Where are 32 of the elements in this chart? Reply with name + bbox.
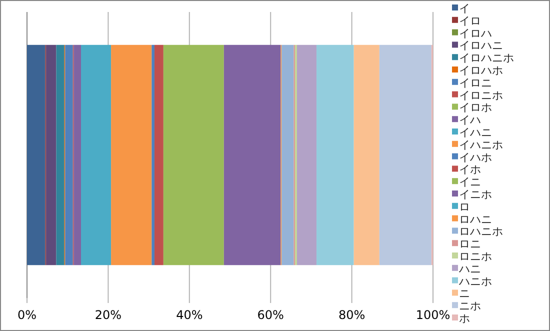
legend-label: ニ: [459, 287, 470, 300]
x-tick-label: 0%: [17, 308, 37, 322]
x-tick-label: 100%: [416, 308, 450, 322]
legend-label: ロ: [459, 200, 470, 214]
x-tick-label: 80%: [338, 308, 366, 322]
legend-label: イロニホ: [459, 88, 503, 102]
legend-label: イロハニホ: [459, 52, 514, 65]
legend-label: イ: [459, 2, 470, 15]
legend-label: イハ: [459, 114, 481, 127]
x-tick-label: 40%: [176, 308, 203, 322]
legend-label: イハホ: [459, 150, 492, 164]
legend-label: ロハニホ: [459, 225, 503, 238]
legend-label: イロハホ: [459, 64, 503, 77]
legend-label: ニホ: [459, 300, 481, 313]
legend-label: ロニホ: [459, 250, 492, 263]
x-tick-label: 20%: [94, 308, 122, 322]
legend-label: イホ: [459, 163, 481, 176]
legend-label: ホ: [459, 312, 470, 325]
legend-label: ロハニ: [459, 212, 492, 226]
legend-label: ハニホ: [458, 274, 492, 288]
legend-label: イロハ: [459, 26, 492, 40]
x-tick-label: 60%: [257, 308, 284, 322]
legend-label: イロニ: [459, 76, 492, 90]
legend-label: イロホ: [459, 101, 492, 114]
legend-label: イロ: [459, 14, 481, 28]
legend-label: イニ: [459, 176, 481, 189]
legend-label: イニホ: [459, 188, 492, 201]
legend-label: ハニ: [458, 262, 481, 276]
legend-label: イハニ: [459, 126, 492, 139]
legend-label: イロハニ: [459, 39, 503, 52]
legend-label: ロニ: [459, 238, 481, 251]
legend-label: イハニホ: [459, 138, 503, 152]
